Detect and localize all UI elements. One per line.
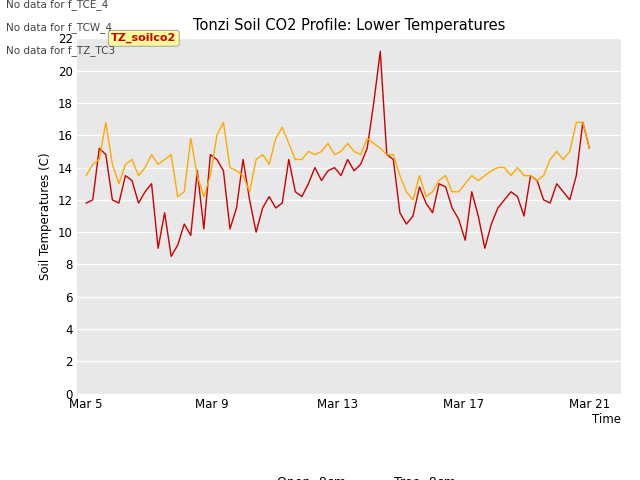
Text: No data for f_TCW_4: No data for f_TCW_4 <box>6 22 113 33</box>
Text: No data for f_TCE_4: No data for f_TCE_4 <box>6 0 109 10</box>
X-axis label: Time: Time <box>592 413 621 426</box>
Text: No data for f_TZ_TC3: No data for f_TZ_TC3 <box>6 45 116 56</box>
Legend: Open -8cm, Tree -8cm: Open -8cm, Tree -8cm <box>237 471 461 480</box>
Y-axis label: Soil Temperatures (C): Soil Temperatures (C) <box>39 152 52 280</box>
Text: TZ_soilco2: TZ_soilco2 <box>111 33 177 44</box>
Title: Tonzi Soil CO2 Profile: Lower Temperatures: Tonzi Soil CO2 Profile: Lower Temperatur… <box>193 18 505 33</box>
